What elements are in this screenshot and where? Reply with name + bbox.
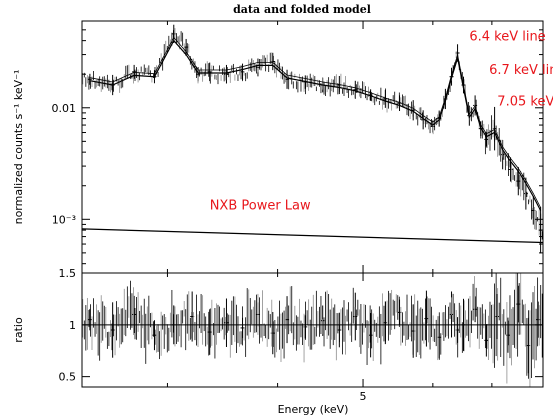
annotations: 6.4 keV line 6.7 keV line 7.05 keV line NXB…	[210, 30, 553, 214]
ratio-error-bars	[82, 273, 543, 387]
chart-title: data and folded model	[233, 3, 371, 16]
bottom-plot-frame	[81, 272, 544, 388]
nxb-power-law-line	[81, 228, 544, 244]
annotation-label: NXB Power Law	[210, 199, 311, 214]
folded-model-line	[89, 39, 542, 211]
ratio-y-tick-label: 0.5	[59, 371, 77, 384]
y-tick-label: 10⁻³	[52, 213, 76, 226]
y-tick-label: 0.01	[52, 102, 77, 115]
x-tick-label: 5	[360, 390, 367, 403]
annotation-label: 6.7 keV line	[489, 63, 553, 78]
top-axis-ticks: 0.01 10⁻³	[52, 20, 544, 273]
ratio-y-tick-label: 1.5	[59, 267, 77, 280]
ratio-y-tick-label: 1	[69, 319, 76, 332]
bottom-panel: 1.5 1 0.5 5	[59, 267, 544, 403]
annotation-label: 7.05 keV line	[497, 94, 553, 109]
y-axis-label-bottom: ratio	[12, 317, 25, 343]
annotation-label: 6.4 keV line	[469, 30, 545, 45]
folded-model-line-2	[89, 36, 541, 208]
top-model-lines	[81, 36, 544, 244]
y-axis-label-top: normalized counts s⁻¹ keV⁻¹	[12, 70, 25, 225]
top-panel: 0.01 10⁻³	[52, 20, 544, 274]
top-error-bars	[82, 24, 543, 254]
x-axis-label: Energy (keV)	[278, 403, 349, 416]
